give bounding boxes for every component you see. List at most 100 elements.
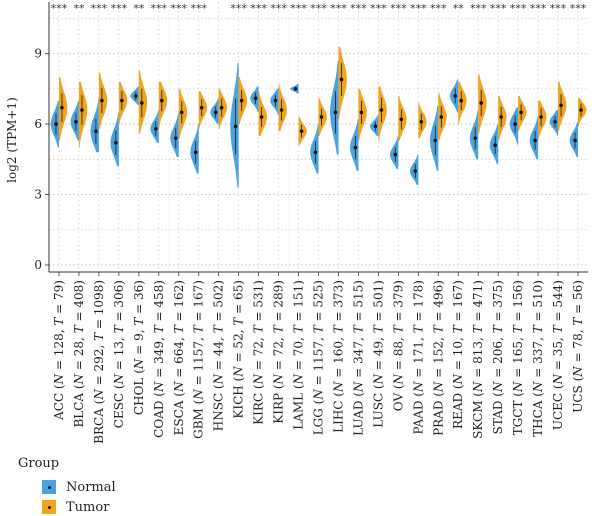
violin-normal-gbm <box>190 124 199 174</box>
median-normal-hnsc <box>213 110 218 115</box>
x-tick-label-hnsc: HNSC (N = 44, T = 502) <box>212 280 226 431</box>
median-normal-ucec <box>553 119 557 124</box>
significance-brca: *** <box>91 2 108 15</box>
median-normal-tgct <box>513 122 517 126</box>
significance-coad: *** <box>151 2 168 15</box>
median-tumor-tgct <box>519 110 523 115</box>
x-tick-label-prad: PRAD (N = 152, T = 496) <box>431 280 445 436</box>
x-tick-label-thca: THCA (N = 337, T = 510) <box>531 280 545 437</box>
x-tick-label-gbm: GBM (N = 1157, T = 167) <box>192 280 206 439</box>
x-tick-label-ov: OV (N = 88, T = 379) <box>391 280 405 411</box>
significance-esca: *** <box>171 2 188 15</box>
significance-ucec: *** <box>550 2 567 15</box>
median-tumor-kirp <box>279 108 284 112</box>
median-normal-blca <box>74 119 78 124</box>
median-tumor-chol <box>140 101 144 105</box>
median-tumor-thca <box>539 115 543 119</box>
violin-tumor-blca <box>78 81 88 148</box>
x-tick-label-lusc: LUSC (N = 49, T = 501) <box>371 280 385 428</box>
x-tick-label-skcm: SKCM (N = 813, T = 471) <box>471 280 485 439</box>
x-tick-label-luad: LUAD (N = 347, T = 515) <box>351 280 365 436</box>
violin-tumor-read <box>458 81 467 125</box>
median-tumor-kirc <box>259 115 264 119</box>
significance-chol: ** <box>133 2 145 15</box>
x-tick-label-acc: ACC (N = 128, T = 79) <box>52 280 66 421</box>
x-tick-label-lgg: LGG (N = 1157, T = 525) <box>312 280 326 435</box>
median-normal-lihc <box>333 110 338 115</box>
significance-prad: *** <box>430 2 447 15</box>
x-tick-label-paad: PAAD (N = 171, T = 178) <box>411 280 425 434</box>
significance-ov: *** <box>390 2 407 15</box>
significance-luad: *** <box>350 2 367 15</box>
violin-tumor-lihc <box>338 46 347 120</box>
violin-normal-lihc <box>330 60 339 155</box>
x-tick-label-tgct: TGCT (N = 165, T = 156) <box>511 280 525 435</box>
violin-tumor-luad <box>358 88 367 141</box>
x-tick-label-cesc: CESC (N = 13, T = 306) <box>112 280 126 428</box>
x-tick-label-brca: BRCA (N = 292, T = 1098) <box>92 280 106 444</box>
significance-lgg: *** <box>310 2 327 15</box>
significance-stad: *** <box>490 2 507 15</box>
median-tumor-laml <box>299 129 304 133</box>
median-tumor-hnsc <box>219 105 224 110</box>
median-normal-stad <box>493 143 497 148</box>
significance-read: ** <box>453 2 465 15</box>
median-normal-chol <box>134 94 138 98</box>
median-tumor-acc <box>60 105 64 110</box>
significance-tgct: *** <box>510 2 527 15</box>
median-tumor-prad <box>439 115 444 119</box>
significance-lihc: *** <box>330 2 347 15</box>
x-tick-label-chol: CHOL (N = 9, T = 36) <box>132 280 146 415</box>
y-axis-label: log2 (TPM+1) <box>5 97 19 183</box>
median-tumor-blca <box>80 108 84 112</box>
violin-normal-thca <box>529 117 539 160</box>
violin-series <box>50 46 587 188</box>
median-tumor-lusc <box>379 108 384 112</box>
violin-normal-skcm <box>469 110 479 160</box>
significance-blca: ** <box>73 2 85 15</box>
y-tick-label: 3 <box>34 188 42 202</box>
median-normal-thca <box>533 138 537 143</box>
violin-tumor-thca <box>538 100 547 141</box>
violin-normal-cesc <box>110 112 119 167</box>
y-tick-label: 6 <box>34 117 42 131</box>
median-normal-acc <box>54 122 58 126</box>
median-normal-prad <box>433 138 438 143</box>
median-normal-kirc <box>253 96 258 101</box>
significance-paad: *** <box>410 2 427 15</box>
x-tick-label-ucec: UCEC (N = 35, T = 544) <box>551 280 565 430</box>
violin-normal-prad <box>429 105 439 172</box>
median-tumor-ucs <box>579 108 583 112</box>
median-tumor-esca <box>179 110 184 115</box>
median-normal-cesc <box>114 141 118 145</box>
median-tumor-paad <box>419 119 424 124</box>
median-tumor-read <box>459 98 464 103</box>
median-tumor-stad <box>499 115 503 119</box>
x-tick-label-ucs: UCS (N = 78, T = 56) <box>571 280 585 413</box>
median-normal-kirp <box>273 98 278 103</box>
significance-kich: *** <box>230 2 247 15</box>
significance-lusc: *** <box>370 2 387 15</box>
significance-cesc: *** <box>111 2 128 15</box>
median-tumor-lgg <box>319 115 324 119</box>
median-normal-lusc <box>373 124 378 129</box>
legend-swatch-normal <box>42 480 56 494</box>
violin-normal-luad <box>350 119 359 172</box>
x-tick-label-laml: LAML (N = 70, T = 151) <box>292 280 306 430</box>
violin-normal-coad <box>150 110 159 143</box>
x-tick-label-stad: STAD (N = 206, T = 375) <box>491 280 505 434</box>
legend-item-normal: Normal <box>42 478 116 496</box>
significance-acc: *** <box>51 2 68 15</box>
violin-normal-tgct <box>509 107 519 146</box>
significance-gbm: *** <box>190 2 207 15</box>
median-tumor-brca <box>100 98 104 103</box>
significance-kirc: *** <box>250 2 267 15</box>
legend-swatch-tumor <box>42 500 56 514</box>
x-tick-label-lihc: LIHC (N = 160, T = 373) <box>331 280 345 433</box>
x-tick-label-kirc: KIRC (N = 72, T = 531) <box>252 280 266 425</box>
median-normal-laml <box>293 87 298 91</box>
significance-skcm: *** <box>470 2 487 15</box>
median-normal-brca <box>94 129 98 133</box>
legend-item-tumor: Tumor <box>42 498 109 516</box>
